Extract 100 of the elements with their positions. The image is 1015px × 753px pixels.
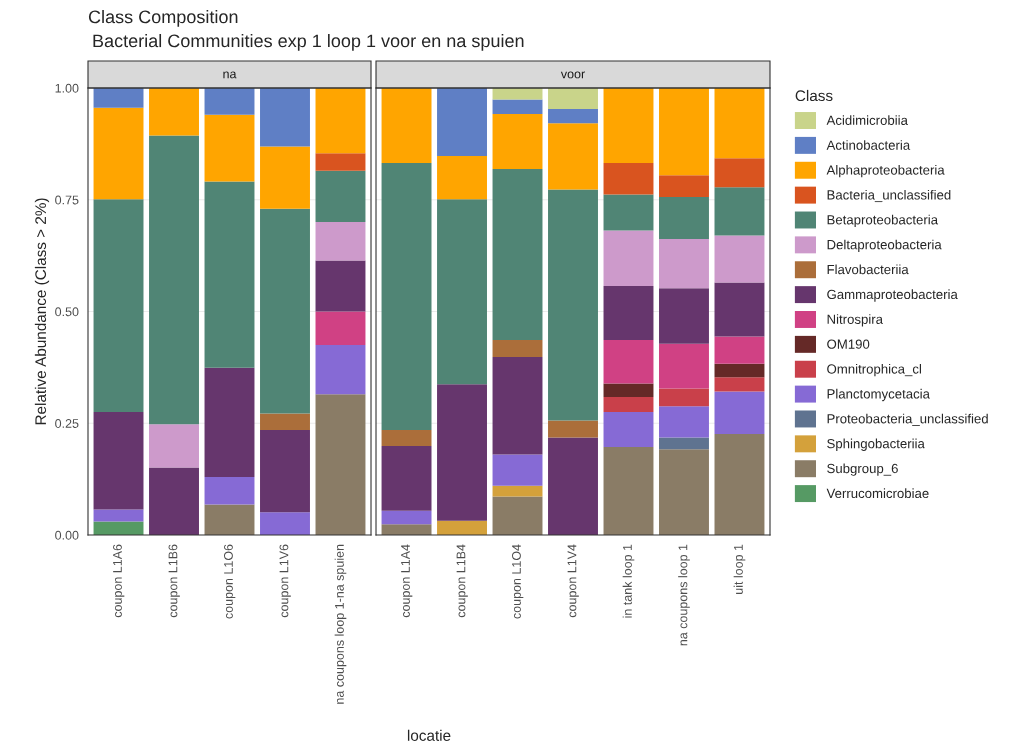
- bar: [260, 512, 310, 535]
- bar: [659, 406, 709, 438]
- bar: [603, 230, 654, 287]
- legend-label: Sphingobacteriia: [827, 438, 925, 451]
- bar: [381, 429, 432, 447]
- bar: [714, 282, 765, 337]
- bar: [603, 286, 654, 341]
- bar: [204, 476, 255, 505]
- bar: [659, 449, 709, 535]
- x-tick-label: na coupons loop 1-na spuien: [334, 544, 347, 704]
- bar: [93, 107, 144, 200]
- y-tick-label: 1.00: [55, 83, 79, 93]
- bar: [93, 509, 144, 522]
- bar: [437, 88, 487, 156]
- bar: [437, 155, 487, 200]
- legend-label: Verrucomicrobiae: [826, 488, 929, 499]
- bar: [492, 99, 543, 114]
- bar: [603, 88, 654, 164]
- y-tick-label: 0.00: [55, 530, 79, 540]
- x-tick-label: coupon L1V6: [279, 544, 291, 618]
- bar: [714, 88, 765, 159]
- bar: [492, 340, 543, 358]
- x-tick-label: na coupons loop 1: [678, 544, 690, 646]
- bar: [492, 485, 543, 497]
- bar: [315, 88, 366, 154]
- bar: [204, 114, 255, 182]
- bar: [260, 413, 310, 430]
- legend-label: Deltaproteobacteria: [827, 239, 942, 252]
- bar: [659, 88, 709, 176]
- bar: [714, 433, 765, 535]
- bar: [548, 123, 598, 190]
- bar: [149, 88, 199, 136]
- bar: [260, 88, 310, 147]
- bar: [603, 412, 654, 447]
- x-tick-label: coupon L1V4: [567, 544, 579, 618]
- bar: [260, 429, 310, 513]
- bar: [93, 199, 144, 413]
- legend-label: Acidimicrobiia: [826, 115, 908, 125]
- bar: [548, 109, 598, 124]
- x-tick-label: coupon L1O4: [512, 544, 524, 619]
- legend-label: Actinobacteria: [826, 140, 911, 150]
- text: voor: [560, 71, 585, 79]
- bar: [204, 88, 255, 115]
- bar: [492, 113, 543, 169]
- bar: [492, 454, 543, 486]
- legend-label: Proteobacteria_unclassified: [827, 413, 988, 426]
- bar: [315, 222, 366, 261]
- x-tick-label: coupon L1A4: [401, 544, 413, 618]
- bar: [548, 437, 598, 535]
- bar: [659, 197, 709, 240]
- bar: [714, 187, 765, 236]
- legend-label: Omnitrophica_cl: [827, 363, 921, 377]
- bar: [492, 168, 543, 341]
- bar: [315, 345, 366, 395]
- legend-label: Betaproteobacteria: [827, 214, 939, 228]
- bar: [659, 343, 709, 389]
- legend-label: Alphaproteobacteria: [826, 165, 945, 178]
- bar: [381, 446, 432, 511]
- bar: [714, 391, 765, 434]
- y-tick-label: 0.50: [55, 307, 79, 317]
- bar: [659, 388, 709, 407]
- bar: [714, 336, 765, 364]
- bar: [315, 153, 366, 171]
- x-tick-label: in tank loop 1: [622, 544, 635, 618]
- bar: [437, 384, 487, 521]
- text: na: [223, 71, 237, 79]
- bar: [714, 235, 765, 283]
- bar: [260, 208, 310, 414]
- bar: [492, 88, 543, 100]
- bar: [603, 340, 654, 384]
- legend-label: Subgroup_6: [827, 463, 898, 476]
- bar: [659, 239, 709, 289]
- x-tick-label: coupon L1O6: [224, 544, 236, 619]
- bar: [315, 311, 366, 346]
- bar: [260, 146, 310, 209]
- bar: [315, 170, 366, 223]
- chart-title: Class Composition: [88, 10, 238, 27]
- bar: [659, 175, 709, 198]
- bar: [548, 189, 598, 421]
- bar: [492, 357, 543, 455]
- bar: [603, 194, 654, 231]
- bar: [492, 496, 543, 535]
- bar: [204, 367, 255, 477]
- bar: [204, 504, 255, 535]
- bar: [603, 396, 654, 413]
- bar: [437, 520, 487, 535]
- bar: [149, 467, 199, 535]
- bar: [659, 437, 709, 450]
- bar: [93, 412, 144, 510]
- x-tick-label: uit loop 1: [733, 544, 746, 594]
- bar: [381, 88, 432, 164]
- x-tick-label: coupon L1A6: [113, 544, 125, 618]
- bar: [603, 446, 654, 535]
- legend-label: Bacteria_unclassified: [827, 189, 951, 203]
- bar: [149, 424, 199, 468]
- bar: [548, 88, 598, 110]
- legend-label: Nitrospira: [827, 314, 883, 327]
- bar: [315, 260, 366, 312]
- bar: [603, 163, 654, 195]
- bar: [381, 510, 432, 525]
